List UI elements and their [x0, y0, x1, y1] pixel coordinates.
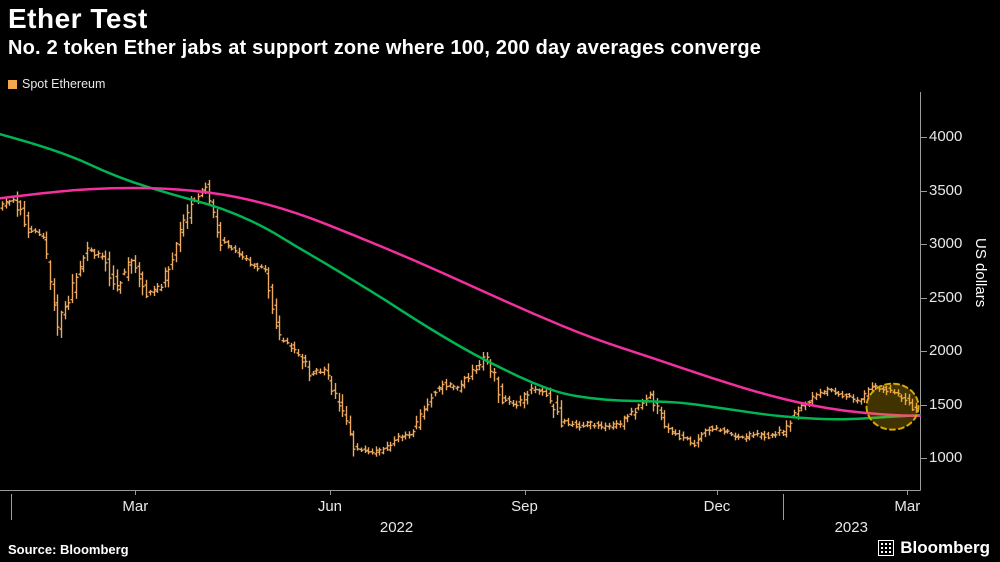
chart-subtitle: No. 2 token Ether jabs at support zone w…	[8, 37, 762, 59]
bloomberg-logo-text: Bloomberg	[900, 538, 990, 557]
y-tick-label: 1000	[929, 448, 963, 466]
x-tick-label: Jun	[317, 498, 343, 515]
bloomberg-mark-icon	[878, 540, 895, 556]
year-label: 2022	[379, 519, 414, 536]
source-text: Source: Bloomberg	[8, 542, 129, 557]
y-tick-label: 1500	[929, 395, 963, 413]
legend: Spot Ethereum	[8, 77, 105, 91]
y-tick-label: 3000	[929, 235, 963, 253]
y-tick-label: 3500	[929, 181, 963, 199]
x-tick-label: Mar	[894, 498, 921, 515]
bloomberg-logo: Bloomberg	[878, 538, 990, 558]
y-tick-label: 4000	[929, 128, 963, 146]
y-axis-title: US dollars	[972, 238, 989, 308]
y-tick-label: 2500	[929, 288, 963, 306]
y-tick-label: 2000	[929, 342, 963, 360]
legend-label-spot-ethereum: Spot Ethereum	[22, 77, 106, 91]
x-tick-label: Sep	[511, 498, 538, 515]
x-tick-label: Dec	[703, 498, 731, 515]
year-label: 2023	[834, 519, 868, 536]
x-tick-label: Mar	[122, 498, 149, 515]
chart-title: Ether Test	[8, 3, 148, 34]
legend-swatch-spot-ethereum	[8, 79, 17, 89]
